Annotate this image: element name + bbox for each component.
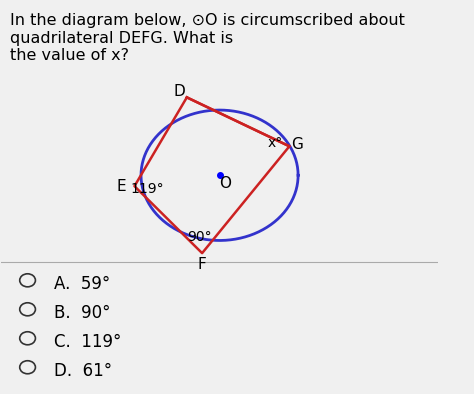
Text: D.  61°: D. 61° xyxy=(54,362,112,380)
Text: G: G xyxy=(292,137,303,152)
Text: D: D xyxy=(173,84,185,99)
Text: B.  90°: B. 90° xyxy=(54,304,110,322)
Text: 90°: 90° xyxy=(188,230,212,244)
Text: F: F xyxy=(198,256,207,271)
Text: In the diagram below, ⊙O is circumscribed about quadrilateral DEFG. What is
the : In the diagram below, ⊙O is circumscribe… xyxy=(10,13,405,63)
Text: x°: x° xyxy=(268,136,283,151)
Text: C.  119°: C. 119° xyxy=(54,333,121,351)
Text: E: E xyxy=(117,178,126,193)
Text: 119°: 119° xyxy=(131,182,164,196)
Text: A.  59°: A. 59° xyxy=(54,275,110,293)
Text: O: O xyxy=(219,176,231,191)
